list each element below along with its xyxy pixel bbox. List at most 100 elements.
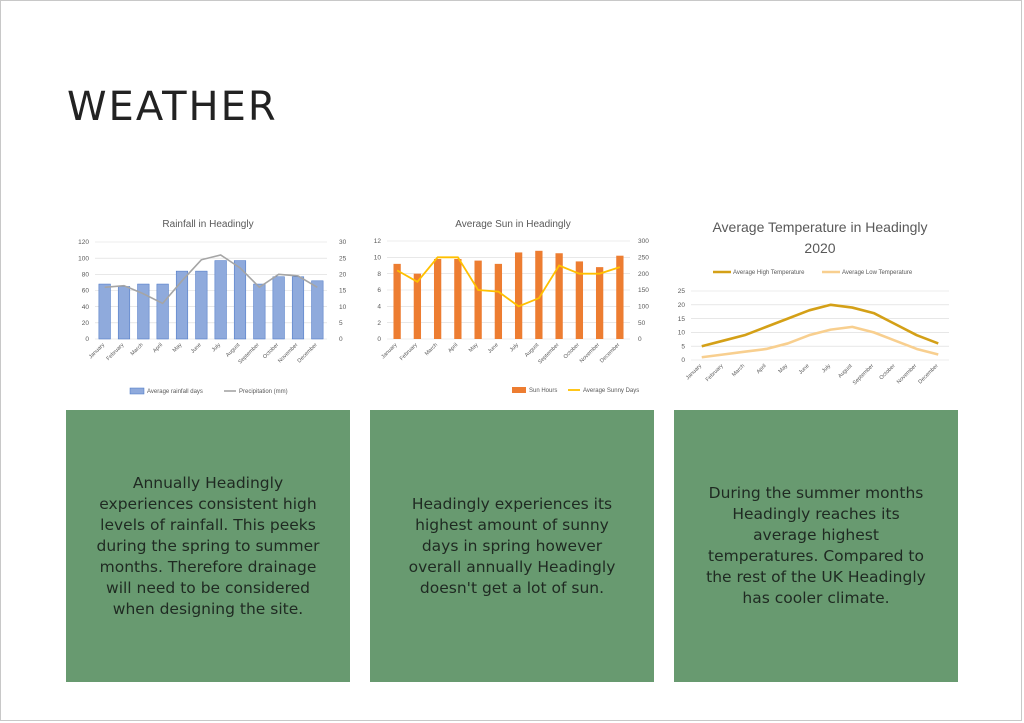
precipitation-line <box>104 254 318 305</box>
rainfall-bar <box>311 280 324 340</box>
x-tick-label: March <box>424 342 439 357</box>
right-axis-tick-label: 5 <box>339 320 343 327</box>
sun-hours-bar <box>494 263 503 339</box>
right-axis-tick-label: 100 <box>638 304 649 311</box>
left-axis-tick-label: 0 <box>377 336 381 343</box>
right-axis-tick-label: 10 <box>339 304 347 311</box>
left-axis-tick-label: 60 <box>82 288 90 295</box>
temperature-chart-svg: Average Temperature in Headingly 2020 0 5 10… <box>678 219 949 386</box>
right-axis-tick-label: 50 <box>638 320 646 327</box>
x-tick-label: January <box>380 342 398 360</box>
x-tick-label: December <box>297 342 319 364</box>
sun-chart-svg: Average Sun in Headingly 0 2 4 6 8 10 12 0 50 100 1… <box>374 219 649 394</box>
chart-title: Rainfall in Headingly <box>162 219 253 230</box>
legend-label: Average Sunny Days <box>583 388 639 394</box>
left-axis-tick-label: 15 <box>678 316 686 323</box>
x-tick-label: June <box>190 342 203 355</box>
right-axis-tick-label: 15 <box>339 288 347 295</box>
legend-swatch <box>512 387 526 393</box>
x-tick-label: December <box>917 363 939 385</box>
right-axis-tick-label: 0 <box>638 336 642 343</box>
left-axis-tick-label: 120 <box>78 239 89 246</box>
right-axis-tick-label: 300 <box>638 238 649 245</box>
legend-label: Precipitation (mm) <box>239 389 288 395</box>
sun-hours-bar <box>555 253 563 339</box>
x-tick-label: November <box>896 363 918 385</box>
left-axis-tick-label: 20 <box>82 320 90 327</box>
x-tick-label: August <box>524 342 541 359</box>
chart-title: Average Sun in Headingly <box>455 219 570 230</box>
x-tick-label: January <box>685 363 703 381</box>
left-axis-tick-label: 40 <box>82 304 90 311</box>
legend-label: Sun Hours <box>529 388 557 394</box>
x-tick-label: June <box>487 342 500 355</box>
x-tick-label: February <box>399 342 419 362</box>
left-axis-tick-label: 6 <box>377 287 381 294</box>
legend-label: Average High Temperature <box>733 270 805 276</box>
right-axis-tick-label: 20 <box>339 272 347 279</box>
high-temperature-line <box>701 303 939 348</box>
x-tick-label: September <box>852 363 875 386</box>
left-axis-tick-label: 4 <box>377 304 381 311</box>
page-title: WEATHER <box>67 84 278 130</box>
x-tick-label: April <box>447 342 459 354</box>
left-axis-tick-label: 20 <box>678 302 686 309</box>
temperature-card-text: During the summer months Headingly reach… <box>706 484 926 607</box>
rainfall-chart: Rainfall in Headingly 0 20 40 60 80 100 120 0 5 10… <box>60 205 360 405</box>
rainfall-bar <box>272 276 285 340</box>
x-tick-label: July <box>821 363 832 374</box>
right-axis-tick-label: 250 <box>638 255 649 262</box>
x-tick-label: May <box>468 342 480 354</box>
rainfall-bar <box>98 283 111 340</box>
sun-hours-bar <box>595 267 604 339</box>
right-axis-tick-label: 200 <box>638 271 649 278</box>
x-tick-label: July <box>211 342 222 353</box>
rainfall-bar <box>195 270 208 340</box>
x-tick-label: September <box>237 342 260 365</box>
x-tick-label: February <box>705 363 725 383</box>
x-tick-label: June <box>798 363 811 376</box>
legend-label: Average rainfall days <box>147 389 203 395</box>
right-axis-tick-label: 30 <box>339 239 347 246</box>
sun-hours-bar <box>535 250 543 339</box>
legend-swatch <box>129 387 145 395</box>
x-tick-label: May <box>778 363 790 375</box>
rainfall-bar <box>137 283 150 340</box>
left-axis-tick-label: 100 <box>78 255 89 262</box>
rainfall-bar <box>233 260 247 340</box>
left-axis-tick-label: 0 <box>681 357 685 364</box>
sun-hours-bar <box>413 273 422 339</box>
sun-card: Headingly experiences its highest amount… <box>370 410 654 682</box>
low-temperature-line <box>701 325 939 359</box>
sun-hours-bar <box>575 261 584 339</box>
right-axis-tick-label: 25 <box>339 255 347 262</box>
right-axis-tick-label: 150 <box>638 287 649 294</box>
sun-hours-bar <box>616 255 624 339</box>
x-tick-label: March <box>731 363 746 378</box>
x-tick-label: October <box>563 342 581 360</box>
temperature-chart: Average Temperature in Headingly 2020 0 5 10… <box>675 205 975 405</box>
left-axis-tick-label: 80 <box>82 272 90 279</box>
x-tick-label: February <box>106 342 126 362</box>
left-axis-tick-label: 8 <box>377 271 381 278</box>
x-tick-label: October <box>879 363 897 381</box>
x-tick-label: October <box>262 342 280 360</box>
left-axis-tick-label: 0 <box>85 336 89 343</box>
left-axis-tick-label: 10 <box>374 255 382 262</box>
left-axis-tick-label: 12 <box>374 238 382 245</box>
sun-hours-bar <box>454 258 462 339</box>
rainfall-bar <box>253 283 266 340</box>
chart-title-year: 2020 <box>804 240 835 256</box>
left-axis-tick-label: 25 <box>678 288 686 295</box>
sunny-days-line <box>396 256 621 308</box>
x-tick-label: April <box>152 342 164 354</box>
sun-chart: Average Sun in Headingly 0 2 4 6 8 10 12 0 50 100 1… <box>365 205 665 405</box>
sun-hours-bar <box>474 260 482 339</box>
sun-hours-bar <box>433 258 442 339</box>
rainfall-bar <box>214 260 227 340</box>
rainfall-chart-svg: Rainfall in Headingly 0 20 40 60 80 100 120 0 5 10… <box>78 219 347 395</box>
rainfall-bar <box>117 286 131 340</box>
sun-hours-bar <box>514 252 523 339</box>
sun-card-text: Headingly experiences its highest amount… <box>408 494 616 597</box>
